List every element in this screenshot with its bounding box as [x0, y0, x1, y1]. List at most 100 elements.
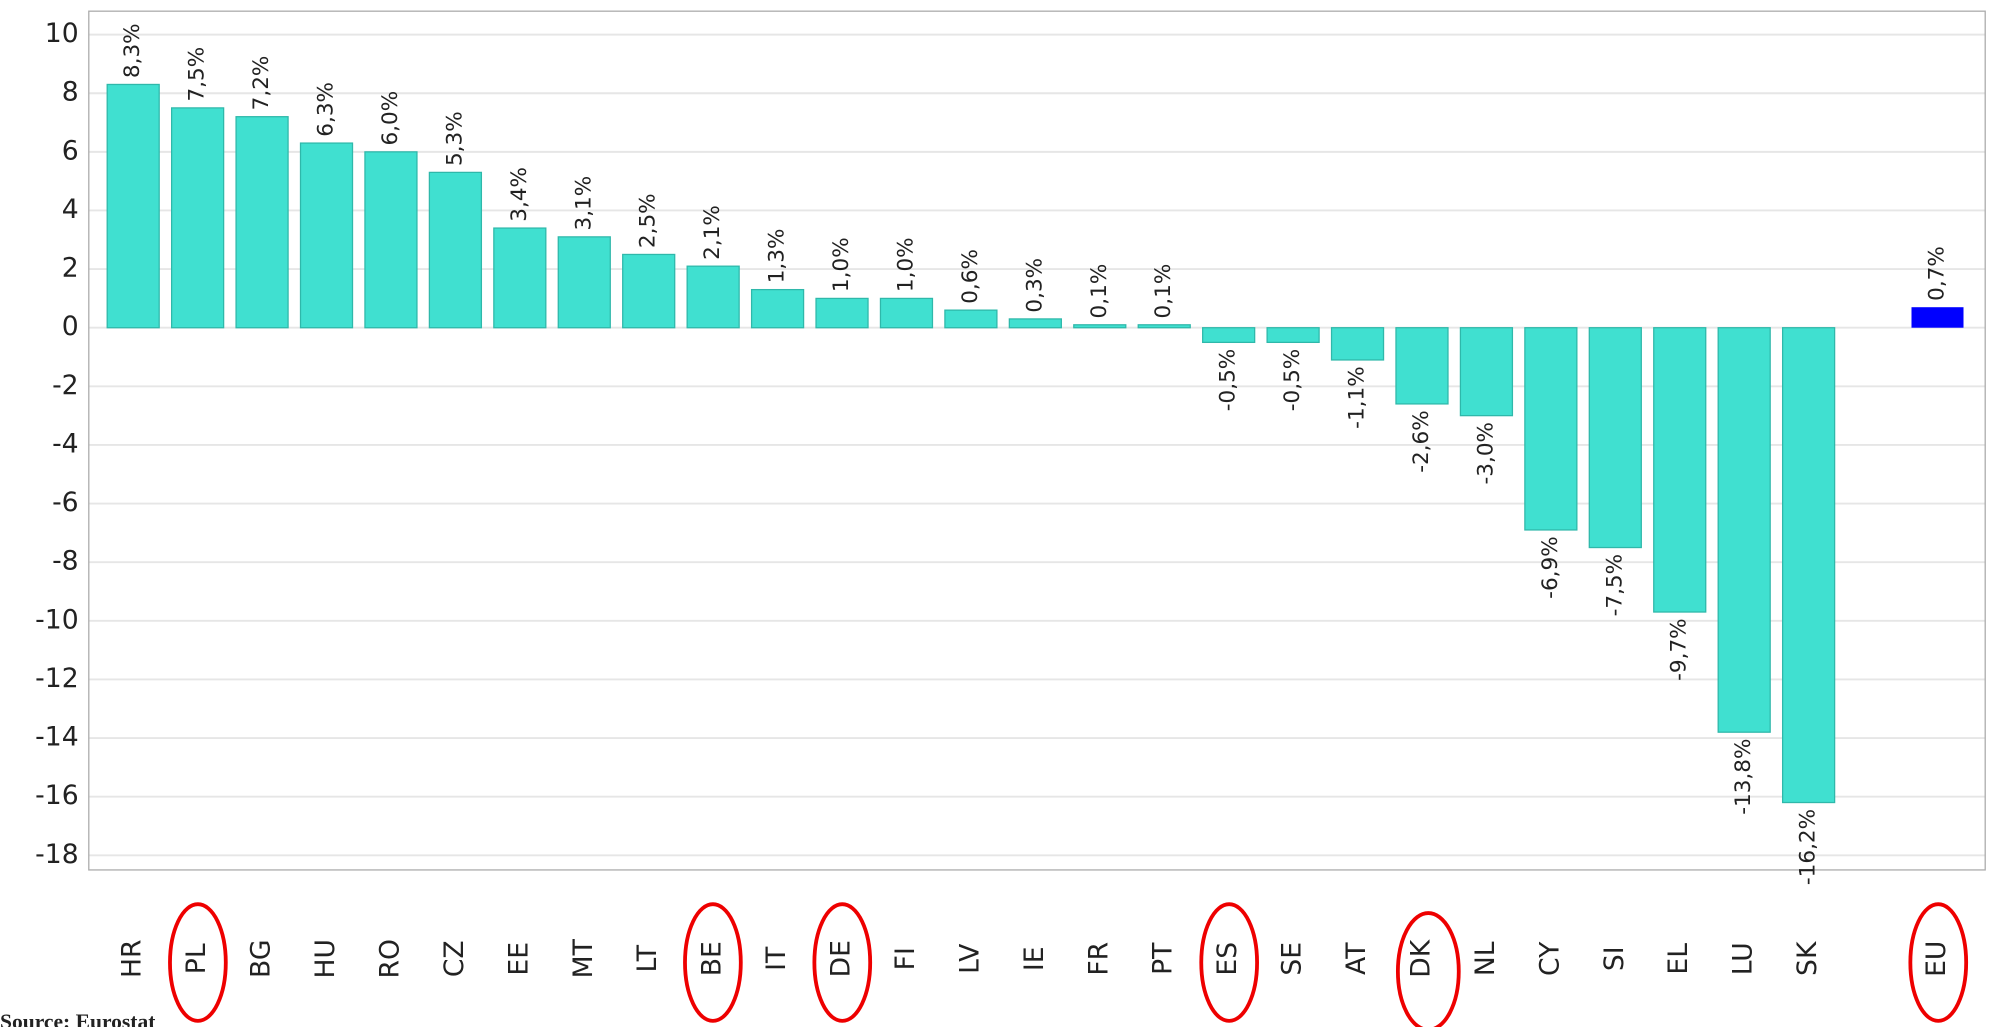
x-tick-label: BG — [246, 940, 277, 978]
x-tick-label: HR — [117, 939, 148, 978]
value-label: 3,1% — [571, 176, 596, 231]
bars — [106, 83, 1964, 804]
x-tick-label: IT — [761, 946, 792, 971]
x-tick-label: ES — [1212, 942, 1243, 976]
value-label: 0,6% — [958, 249, 983, 304]
bar — [686, 265, 740, 329]
y-tick-label: -10 — [35, 604, 79, 635]
bar — [493, 227, 547, 329]
bar — [750, 288, 805, 329]
value-label: 1,3% — [765, 229, 790, 284]
bar — [1524, 327, 1578, 531]
x-tick-label: NL — [1470, 941, 1501, 976]
value-label: -7,5% — [1602, 554, 1627, 617]
y-tick-label: -4 — [52, 428, 79, 459]
highlights — [168, 902, 1969, 1027]
y-tick-label: -6 — [52, 487, 79, 518]
value-label: -0,5% — [1216, 349, 1241, 412]
x-tick-label: FR — [1083, 942, 1114, 976]
highlight-ellipse — [1908, 902, 1969, 1023]
value-label: -9,7% — [1667, 618, 1692, 681]
x-tick-label: SE — [1277, 942, 1308, 976]
value-label: 8,3% — [120, 23, 145, 78]
bar — [364, 151, 418, 329]
x-tick-label: DE — [826, 940, 857, 977]
value-label: -13,8% — [1731, 739, 1756, 815]
value-label: -1,1% — [1345, 366, 1370, 429]
value-label: 0,1% — [1087, 264, 1112, 319]
x-tick-label: EL — [1663, 943, 1694, 975]
y-tick-label: -18 — [35, 839, 79, 870]
bar — [1717, 327, 1771, 733]
bar — [1008, 318, 1062, 329]
value-label: -0,5% — [1280, 349, 1305, 412]
value-label: -16,2% — [1796, 809, 1821, 885]
x-tick-label: EU — [1921, 941, 1952, 977]
x-tick-label: EE — [503, 942, 534, 976]
highlight-ellipse — [1199, 902, 1259, 1023]
x-tick-label: CY — [1534, 941, 1565, 976]
bar — [1202, 327, 1256, 344]
x-tick-label: IE — [1019, 946, 1050, 971]
highlight-ellipse — [1395, 911, 1461, 1027]
bar — [622, 253, 676, 329]
plot-frame — [88, 10, 1986, 871]
value-label: 7,5% — [185, 47, 210, 102]
value-label: 1,0% — [893, 237, 918, 292]
x-tick-label: AT — [1341, 942, 1372, 975]
x-tick-label: PT — [1148, 942, 1179, 975]
x-tick-label: CZ — [439, 940, 470, 977]
y-tick-label: 2 — [62, 253, 79, 284]
x-tick-label: DK — [1405, 938, 1436, 978]
bar — [1073, 324, 1127, 329]
value-label: 0,7% — [1924, 246, 1949, 301]
value-label: -3,0% — [1473, 422, 1498, 485]
value-label: 2,1% — [700, 205, 725, 260]
x-tick-label: LT — [632, 944, 663, 972]
bar — [944, 309, 998, 329]
value-label: 0,3% — [1022, 258, 1047, 313]
bar — [557, 236, 611, 329]
x-tick-label: HU — [310, 939, 341, 979]
y-tick-label: -12 — [35, 663, 79, 694]
bar — [1266, 327, 1320, 344]
bar — [428, 171, 483, 329]
value-label: 5,3% — [442, 111, 467, 166]
bar — [299, 142, 354, 329]
x-tick-label: LV — [954, 944, 985, 974]
x-tick-label: SI — [1599, 946, 1630, 971]
y-tick-label: 8 — [62, 77, 79, 108]
bar — [1137, 324, 1191, 329]
value-label: 6,0% — [378, 91, 403, 146]
bar — [106, 83, 160, 329]
x-tick-label: RO — [374, 939, 405, 978]
x-tick-label: PL — [181, 943, 212, 974]
value-label: 6,3% — [314, 82, 339, 137]
value-label: 7,2% — [249, 56, 274, 111]
bar — [1459, 327, 1514, 417]
bar — [1395, 327, 1449, 405]
highlight-ellipse — [683, 902, 743, 1023]
y-tick-label: 4 — [62, 194, 79, 225]
bar — [1781, 327, 1836, 804]
value-label: 3,4% — [507, 167, 532, 222]
bar — [1911, 307, 1964, 328]
bar — [815, 297, 869, 329]
value-label: 0,1% — [1151, 264, 1176, 319]
value-label: -6,9% — [1538, 536, 1563, 599]
highlight-ellipse — [168, 902, 228, 1023]
x-tick-label: MT — [568, 938, 599, 978]
x-tick-label: FI — [890, 947, 921, 970]
y-tick-label: 6 — [62, 135, 79, 166]
value-label: 2,5% — [636, 193, 661, 248]
y-tick-label: -8 — [52, 546, 79, 577]
bar — [170, 107, 225, 329]
y-tick-label: 10 — [45, 18, 79, 49]
value-label: -2,6% — [1409, 410, 1434, 473]
value-label: 1,0% — [829, 237, 854, 292]
y-tick-label: 0 — [62, 311, 79, 342]
x-tick-label: BE — [697, 941, 728, 976]
bar — [1330, 327, 1385, 361]
x-tick-label: SK — [1792, 940, 1823, 976]
bar — [1653, 327, 1707, 613]
